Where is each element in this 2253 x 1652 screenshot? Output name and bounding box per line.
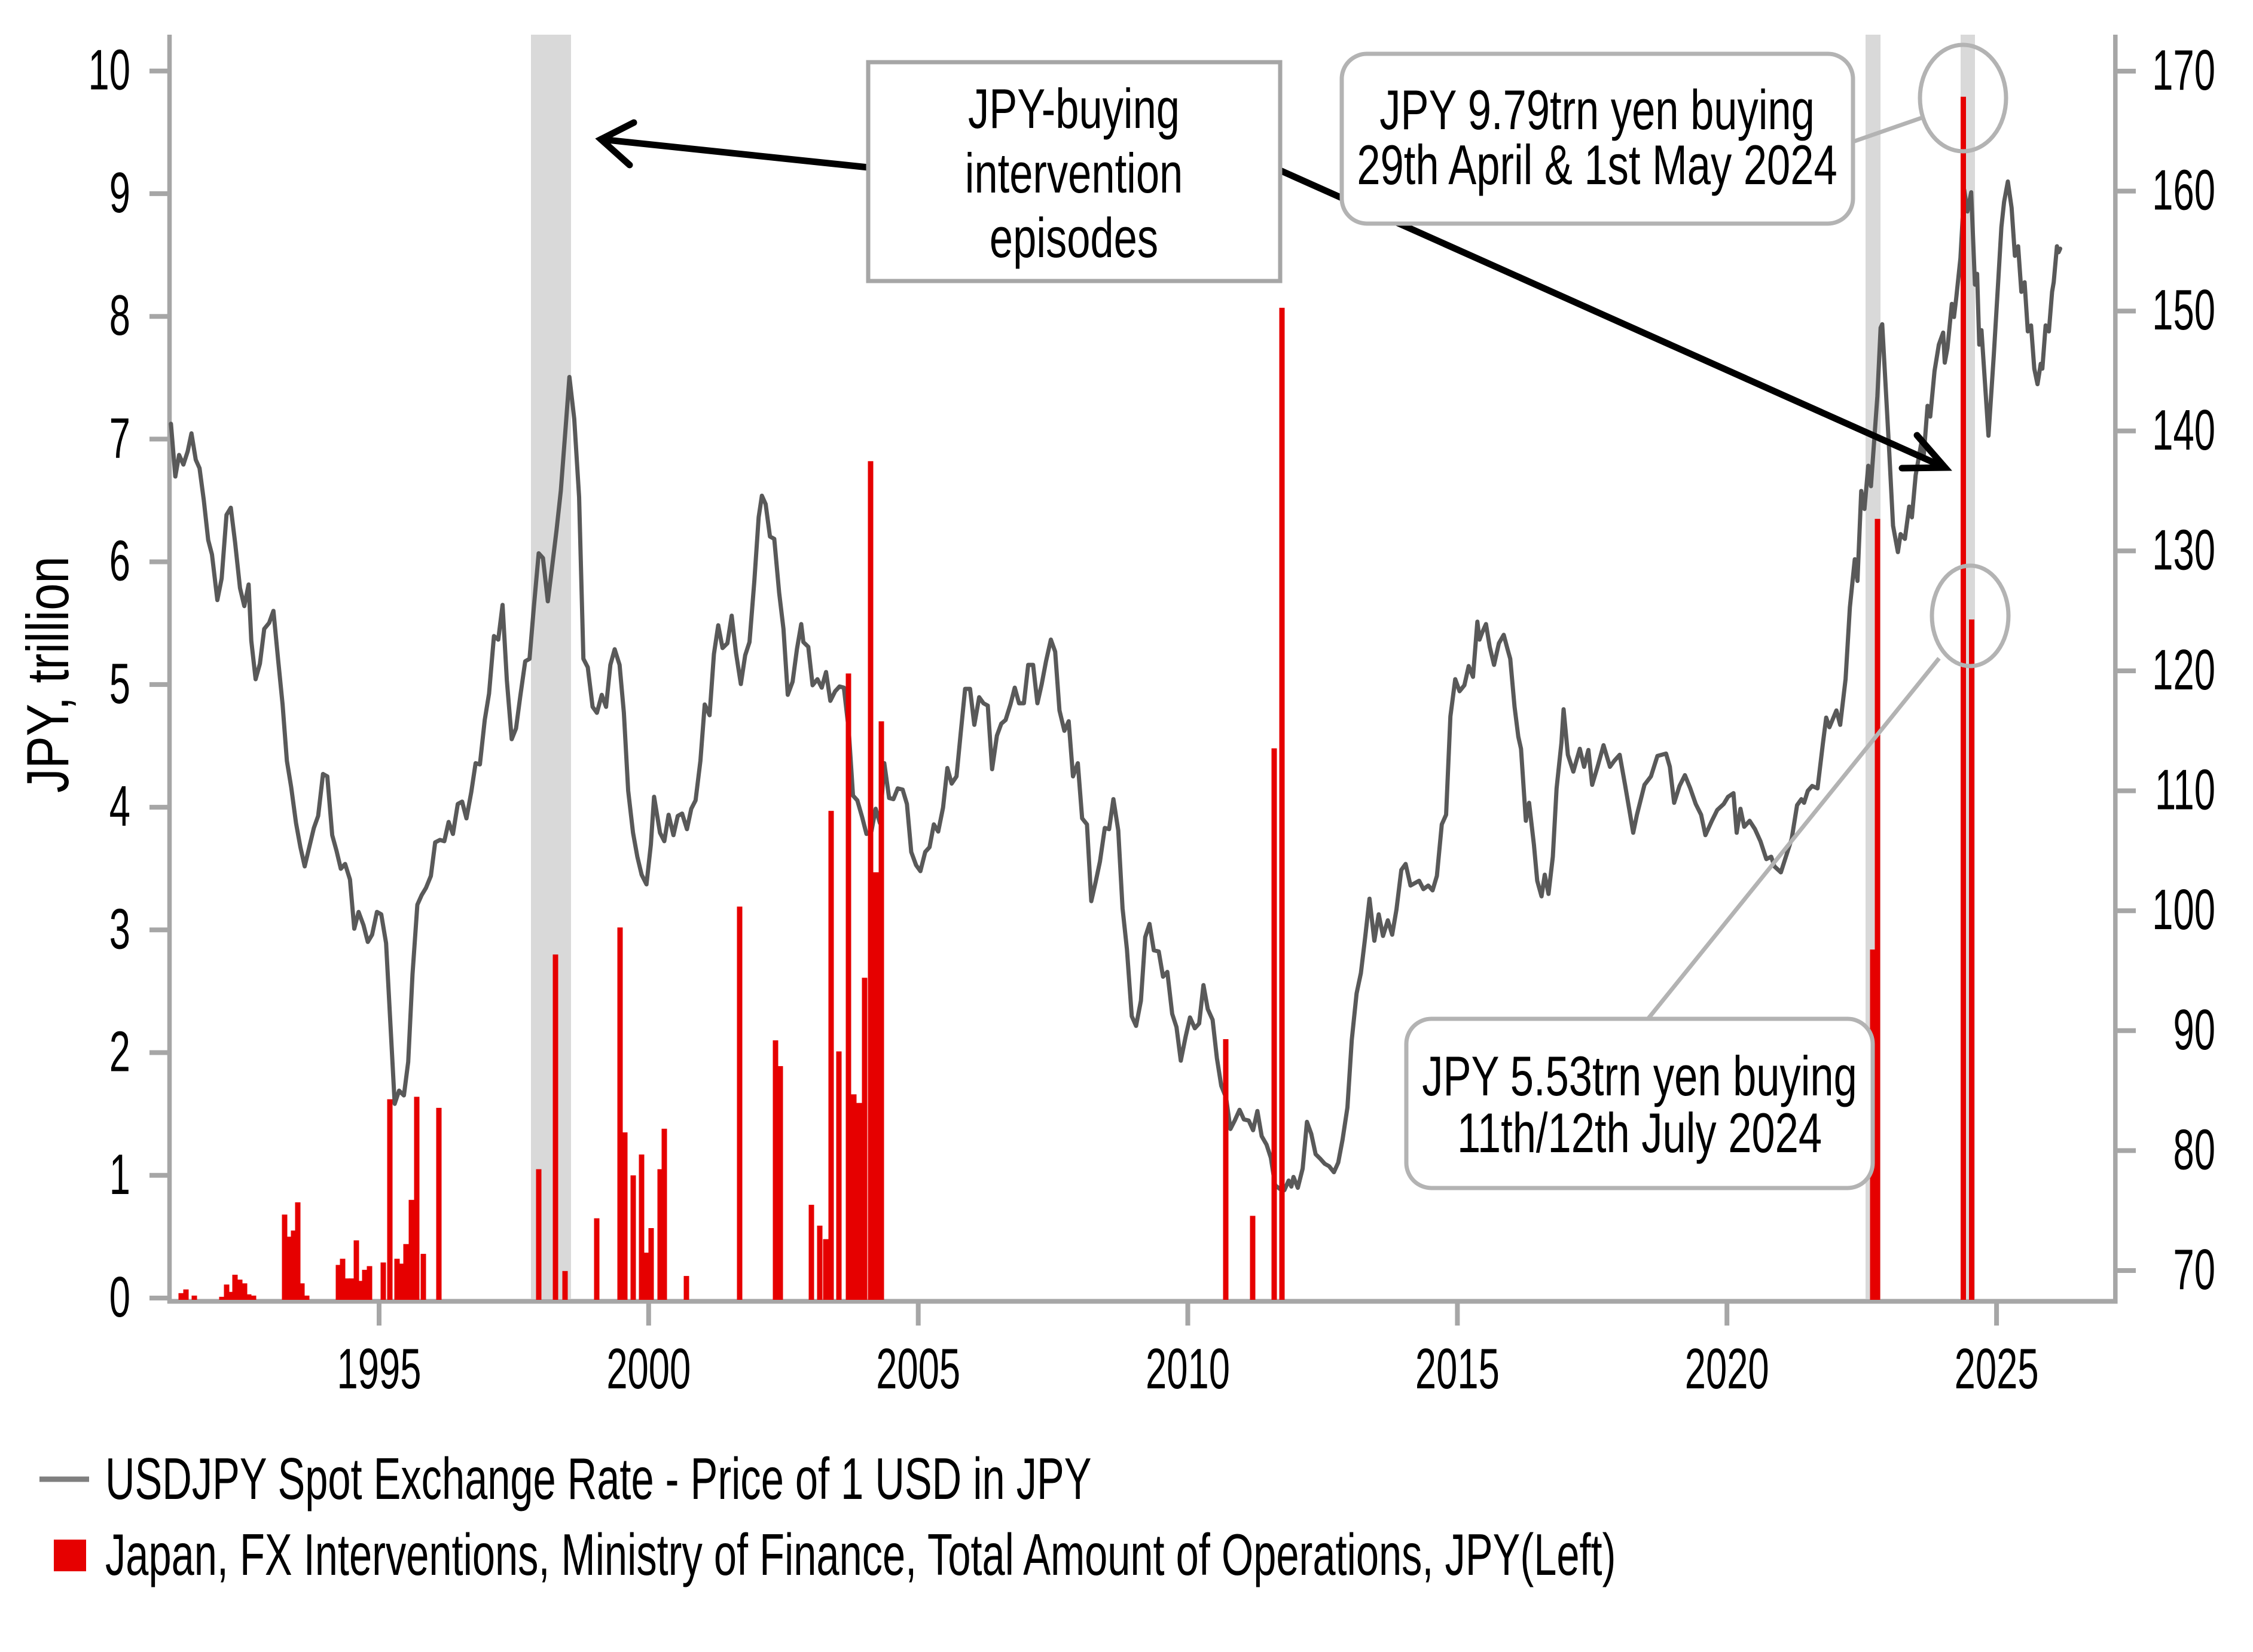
svg-text:JPY 9.79trn yen buying: JPY 9.79trn yen buying bbox=[1379, 78, 1815, 141]
svg-text:3: 3 bbox=[109, 897, 130, 961]
svg-text:9: 9 bbox=[109, 161, 130, 225]
svg-text:100: 100 bbox=[2152, 878, 2215, 942]
svg-text:90: 90 bbox=[2173, 998, 2215, 1062]
svg-text:intervention: intervention bbox=[965, 142, 1183, 204]
svg-text:2010: 2010 bbox=[1146, 1337, 1230, 1401]
svg-text:2015: 2015 bbox=[1415, 1337, 1500, 1401]
svg-text:USDJPY Spot Exchange Rate - Pr: USDJPY Spot Exchange Rate - Price of 1 U… bbox=[105, 1446, 1092, 1511]
svg-text:Japan, FX Interventions, Minis: Japan, FX Interventions, Ministry of Fin… bbox=[105, 1522, 1616, 1587]
svg-text:episodes: episodes bbox=[990, 206, 1158, 269]
svg-text:160: 160 bbox=[2152, 158, 2215, 222]
svg-text:110: 110 bbox=[2155, 758, 2215, 822]
svg-text:2: 2 bbox=[109, 1019, 130, 1083]
svg-text:120: 120 bbox=[2152, 638, 2215, 702]
svg-text:80: 80 bbox=[2173, 1117, 2215, 1181]
svg-text:140: 140 bbox=[2152, 398, 2215, 462]
svg-text:10: 10 bbox=[88, 38, 130, 102]
svg-text:5: 5 bbox=[109, 652, 130, 716]
svg-text:2000: 2000 bbox=[606, 1337, 691, 1401]
svg-text:29th April & 1st May 2024: 29th April & 1st May 2024 bbox=[1357, 133, 1837, 196]
svg-text:8: 8 bbox=[109, 283, 130, 347]
svg-text:2020: 2020 bbox=[1685, 1337, 1769, 1401]
svg-text:70: 70 bbox=[2173, 1238, 2215, 1302]
svg-text:1: 1 bbox=[109, 1143, 130, 1207]
svg-text:1995: 1995 bbox=[337, 1337, 422, 1401]
svg-text:7: 7 bbox=[109, 406, 130, 470]
svg-text:JPY-buying: JPY-buying bbox=[968, 77, 1180, 140]
svg-text:170: 170 bbox=[2152, 38, 2215, 102]
svg-text:130: 130 bbox=[2152, 518, 2215, 582]
svg-text:2005: 2005 bbox=[876, 1337, 960, 1401]
svg-text:JPY 5.53trn yen buying: JPY 5.53trn yen buying bbox=[1422, 1045, 1857, 1107]
svg-text:0: 0 bbox=[109, 1265, 130, 1329]
svg-text:4: 4 bbox=[109, 774, 130, 838]
svg-text:6: 6 bbox=[109, 529, 130, 593]
svg-text:150: 150 bbox=[2152, 278, 2215, 342]
svg-text:2025: 2025 bbox=[1955, 1337, 2039, 1401]
svg-text:11th/12th July 2024: 11th/12th July 2024 bbox=[1457, 1101, 1822, 1164]
svg-text:JPY, trillion: JPY, trillion bbox=[15, 557, 81, 793]
